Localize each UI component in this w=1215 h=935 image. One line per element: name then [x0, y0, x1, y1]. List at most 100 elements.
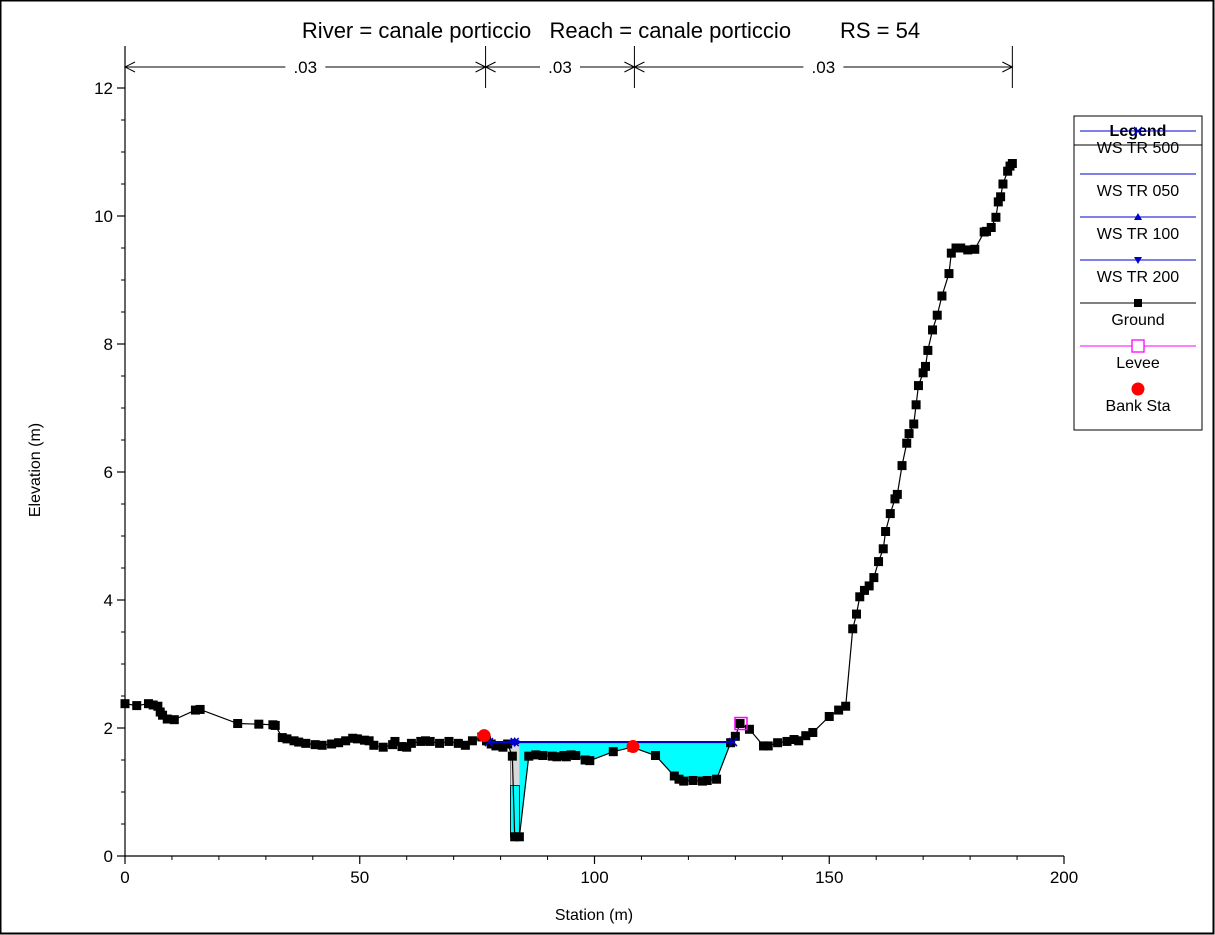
ground-point [531, 750, 541, 760]
ground-point [435, 738, 445, 748]
ground-point [561, 752, 571, 762]
ground-point [158, 710, 168, 720]
ground-point [390, 736, 400, 746]
ground-point [773, 738, 783, 748]
legend-items: WS TR 500 WS TR 050 WS TR 100 WS TR 200 Grou… [1080, 126, 1196, 415]
ground-point [712, 774, 722, 784]
ground-point [270, 720, 280, 730]
plot-area [120, 159, 1017, 842]
ground-point [453, 738, 463, 748]
legend-entry-label: WS TR 200 [1097, 269, 1180, 286]
ground-point [444, 736, 454, 746]
x-axis-label: Station (m) [555, 907, 633, 924]
ground-point [352, 734, 362, 744]
ground-point [341, 736, 351, 746]
ground-point [794, 736, 804, 746]
ground-point [467, 736, 477, 746]
legend-marker-bank-sta [1131, 382, 1145, 396]
ground-point [855, 592, 865, 602]
ground-point [911, 400, 921, 410]
ground-point [416, 736, 426, 746]
ground-point [998, 179, 1008, 189]
ground-point [986, 223, 996, 233]
ground-point [946, 248, 956, 258]
ground-point [547, 751, 557, 761]
ground-point [378, 742, 388, 752]
culvert-slot-upper [510, 742, 520, 786]
legend-entry-label: WS TR 500 [1097, 140, 1180, 157]
mannings-n-label: .03 [548, 58, 572, 77]
ground-point [289, 736, 299, 746]
ground-point [507, 751, 517, 761]
legend-marker-open-square [1131, 339, 1145, 353]
ground-point [874, 557, 884, 567]
ground-point [190, 705, 200, 715]
ground-point [928, 325, 938, 335]
ground-point [254, 719, 264, 729]
ground-point [993, 197, 1003, 207]
ground-point [369, 740, 379, 750]
ground-point [132, 701, 142, 711]
x-tick-label: 50 [350, 868, 369, 887]
ground-point [580, 755, 590, 765]
ground-point [566, 750, 576, 760]
ground-point [909, 419, 919, 429]
ground-point [679, 776, 689, 786]
ground-point [697, 776, 707, 786]
legend-entry-label: WS TR 100 [1097, 226, 1180, 243]
ground-point [460, 740, 470, 750]
ground-point [991, 212, 1001, 222]
ground-point [735, 719, 745, 729]
y-tick-label: 8 [104, 335, 113, 354]
ground-point [301, 738, 311, 748]
y-tick-label: 6 [104, 463, 113, 482]
ground-point [317, 740, 327, 750]
ground-point [963, 245, 973, 255]
ground-point [996, 192, 1006, 202]
legend-marker-triangle-down [1134, 257, 1142, 264]
ground-point [498, 742, 508, 752]
ground-point [808, 727, 818, 737]
ws-tr500-marker [728, 737, 738, 747]
ground-point [956, 243, 966, 253]
ground-point [970, 244, 980, 254]
ground-point [951, 243, 961, 253]
legend-marker-triangle-up [1134, 213, 1142, 220]
ground-point [674, 774, 684, 784]
ground-point [406, 738, 416, 748]
ground-point [334, 738, 344, 748]
ground-point [425, 736, 435, 746]
ground-point [918, 368, 928, 378]
ground-point [864, 581, 874, 591]
ground-point [932, 310, 942, 320]
ground-point [524, 751, 534, 761]
ground-point [824, 711, 834, 721]
ground-point [841, 701, 851, 711]
ground-point [503, 739, 513, 749]
ground-point [885, 509, 895, 519]
ground-point [514, 832, 524, 842]
ground-point [571, 751, 581, 761]
ground-point [702, 775, 712, 785]
ground-point [148, 700, 158, 710]
ground-point [282, 734, 292, 744]
ground-point [801, 731, 811, 741]
ground-point [897, 461, 907, 471]
ground-point [744, 724, 754, 734]
ground-point [913, 381, 923, 391]
ground-point [920, 361, 930, 371]
ground-point [1003, 166, 1013, 176]
ground-point [851, 609, 861, 619]
y-tick-label: 0 [104, 847, 113, 866]
ground-point [510, 832, 520, 842]
x-tick-label: 200 [1050, 868, 1078, 887]
bank-station-marker [477, 729, 491, 743]
ground-point [162, 714, 172, 724]
mannings-n-annotations: .03 .03 .03 [123, 46, 1014, 88]
x-tick-label: 100 [580, 868, 608, 887]
ground-point [420, 736, 430, 746]
ground-point [904, 429, 914, 439]
ground-point [937, 291, 947, 301]
legend-box [1073, 115, 1203, 431]
ground-point [688, 775, 698, 785]
